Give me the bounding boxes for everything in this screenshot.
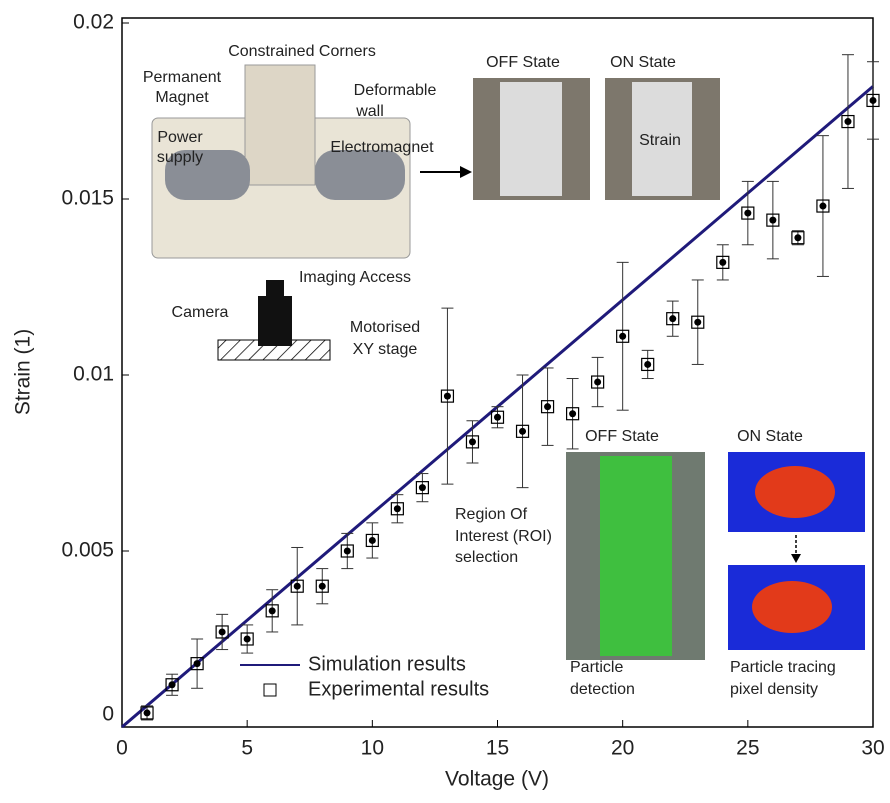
x-axis-label: Voltage (V) [445,768,549,791]
annotation: supply [157,149,203,166]
data-point [870,97,877,104]
chart: 0 0.005 0.01 0.015 0.02 0 5 10 15 20 25 30 Voltage (… [0,0,890,803]
annotation: Particle tracing [730,659,836,676]
data-point [569,410,576,417]
heatmap-1-blob [755,466,835,518]
annotation: Constrained Corners [228,43,376,60]
y-axis-label: Strain (1) [12,329,35,415]
annotation: Permanent [143,69,222,86]
data-point [344,548,351,555]
data-point [744,210,751,217]
x-tick-label: 5 [241,737,253,760]
x-tick-label: 15 [486,737,509,760]
annotation: Strain [639,132,681,149]
data-point [444,393,451,400]
annotation: Camera [172,304,229,321]
down-arrow-head [791,554,801,563]
annotation: Deformable [354,82,437,99]
y-tick-label: 0.015 [61,187,114,210]
annotation: OFF State [585,428,659,445]
x-tick-label: 20 [611,737,634,760]
roi-particles [600,456,672,656]
data-point [244,636,251,643]
data-point [644,361,651,368]
annotation: XY stage [353,341,418,358]
y-tick-label: 0.005 [61,539,114,562]
data-point [219,628,226,635]
data-point [469,438,476,445]
x-tick-label: 25 [736,737,759,760]
camera-body [258,296,292,346]
y-tick-label: 0.02 [73,11,114,34]
annotation: wall [355,103,384,120]
device-photo-top [245,65,315,185]
annotation: Particle [570,659,623,676]
data-point [269,607,276,614]
annotation: Interest (ROI) [455,528,552,545]
data-point [594,379,601,386]
heatmap-2-blob [752,581,832,633]
page: 0 0.005 0.01 0.015 0.02 0 5 10 15 20 25 30 Voltage (… [0,0,890,803]
annotation: ON State [610,54,676,71]
insets [152,65,865,660]
annotation: Imaging Access [299,269,411,286]
data-point [769,217,776,224]
legend-label: Simulation results [308,653,466,675]
annotation: OFF State [486,54,560,71]
camera-lens [266,280,284,296]
annotation: Magnet [155,89,209,106]
data-point [794,234,801,241]
annotation: selection [455,549,518,566]
annotation: Region Of [455,506,528,523]
data-point [494,414,501,421]
annotation: Power [157,129,203,146]
magnet-right [315,150,405,200]
legend-label: Experimental results [308,678,489,700]
data-point [419,484,426,491]
x-tick-label: 0 [116,737,128,760]
y-tick-label: 0.01 [73,363,114,386]
data-point [519,428,526,435]
off-photo-sample [500,82,562,196]
data-point [669,315,676,322]
annotation: detection [570,681,635,698]
y-tick-label: 0 [102,703,114,726]
data-point [194,660,201,667]
data-point [819,203,826,210]
annotation: ON State [737,428,803,445]
data-point [169,681,176,688]
data-point [394,505,401,512]
data-point [694,319,701,326]
annotation: Electromagnet [330,139,434,156]
annotation: Motorised [350,319,420,336]
data-point [719,259,726,266]
data-point [369,537,376,544]
arrow-head [460,166,472,178]
data-point [544,403,551,410]
x-tick-label: 30 [861,737,884,760]
data-point [144,709,151,716]
data-point [619,333,626,340]
data-point [294,583,301,590]
data-point [319,583,326,590]
legend-square [264,684,276,696]
annotation: pixel density [730,681,818,698]
data-point [844,118,851,125]
x-tick-label: 10 [361,737,384,760]
